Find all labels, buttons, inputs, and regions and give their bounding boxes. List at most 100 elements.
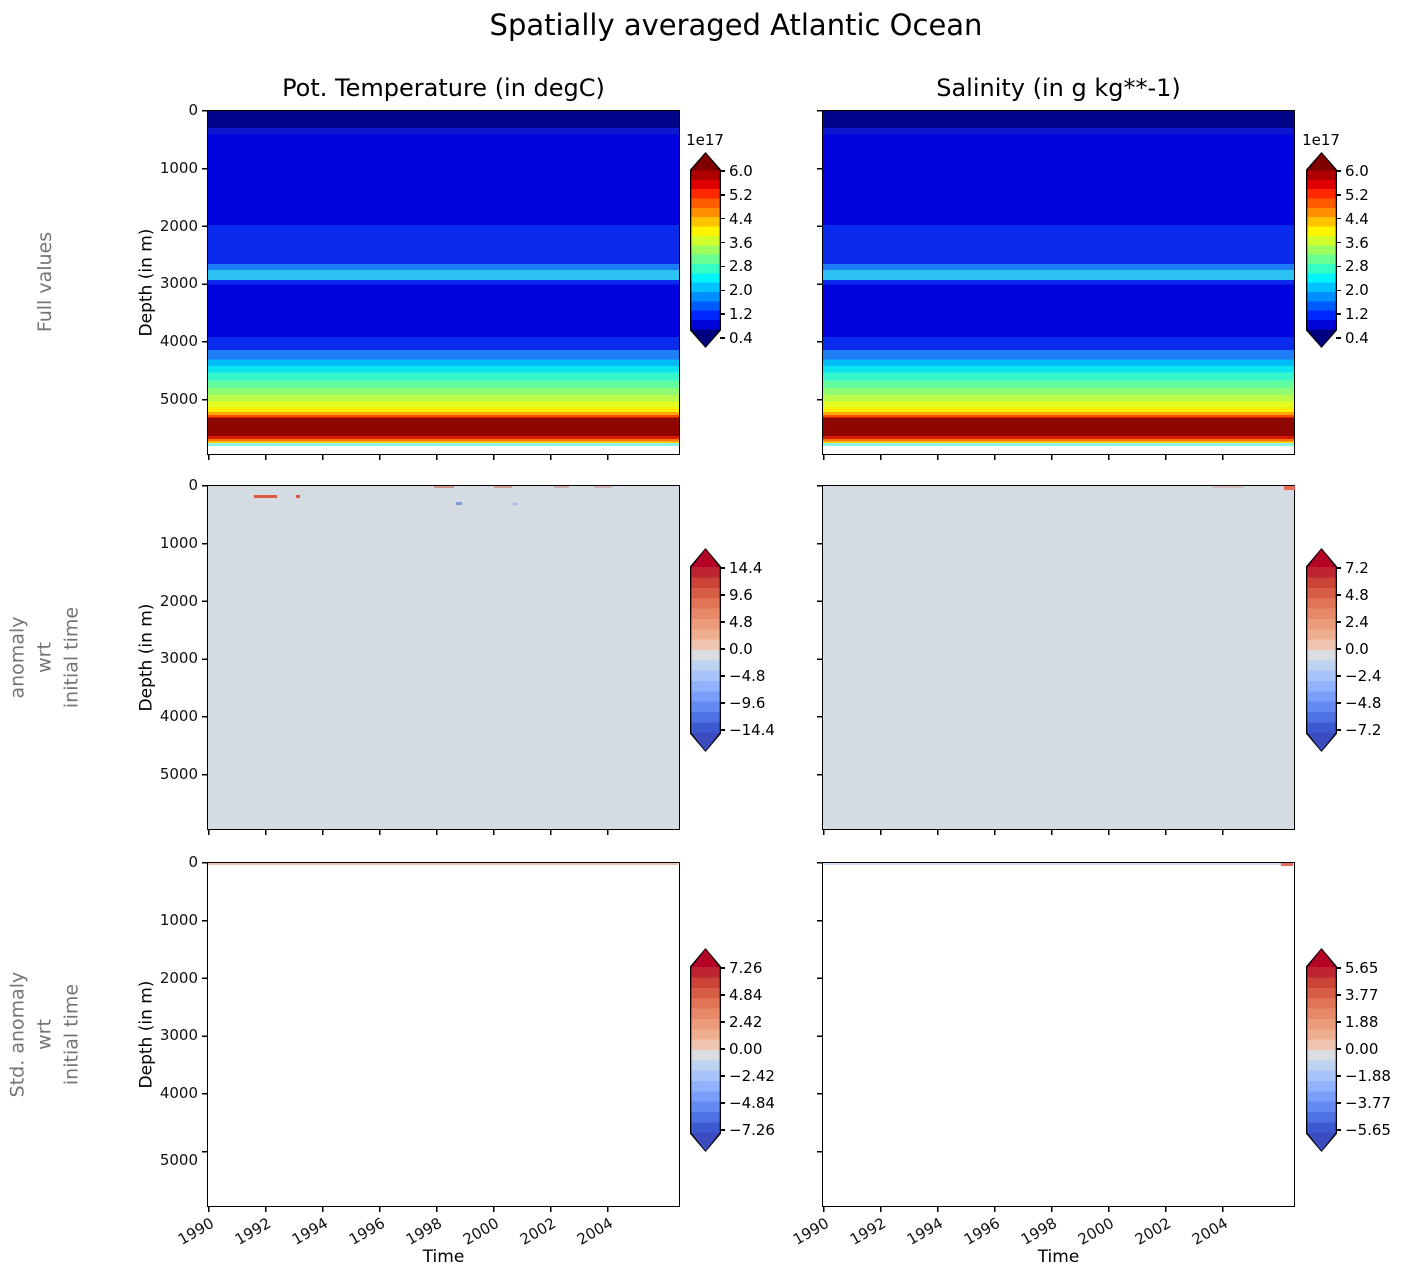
- colorbar-tick-mark: [720, 1021, 725, 1023]
- colorbar-tick: −2.4: [1336, 667, 1381, 685]
- colorbar-tick-mark: [1336, 265, 1341, 268]
- colorbar-tick: 4.8: [1336, 586, 1369, 604]
- colorbar-tick-label: 5.2: [729, 185, 753, 204]
- colorbar-tick-label: −1.88: [1345, 1067, 1391, 1085]
- colorbar-tick: 2.0: [720, 281, 753, 299]
- colorbar-tick-label: 2.0: [729, 281, 753, 300]
- colorbar-tick: 7.2: [1336, 559, 1369, 577]
- colorbar-tick-label: 7.26: [729, 959, 763, 977]
- colorbar-tick: 5.2: [720, 186, 753, 204]
- colorbar-tick-mark: [1336, 621, 1341, 623]
- x-tick-strip: [823, 1207, 1225, 1212]
- colorbar-temperature-std-anomaly: [690, 948, 721, 1152]
- colorbar-tick: 5.65: [1336, 959, 1378, 977]
- anomaly-mark-positive: [254, 495, 277, 498]
- colorbar-tick-mark: [720, 702, 725, 704]
- heatmap-temperature-full: [207, 110, 680, 455]
- colorbar-temperature-full: [690, 152, 721, 348]
- colorbar-tick-mark: [720, 967, 725, 969]
- colorbar-tick-label: 1.88: [1345, 1013, 1379, 1031]
- colorbar-tick: 5.2: [1336, 186, 1369, 204]
- colorbar-tick-mark: [720, 621, 725, 623]
- colorbar-tick-label: −2.42: [729, 1067, 775, 1085]
- colorbar-tick-label: 0.0: [1345, 640, 1369, 658]
- colorbar-tick-mark: [1336, 217, 1341, 220]
- colorbar-tick: 2.0: [1336, 281, 1369, 299]
- colorbar-tick: 1.2: [1336, 305, 1369, 323]
- colorbar-salinity-std-anomaly: [1306, 948, 1337, 1152]
- colorbar-tick-label: −7.2: [1345, 721, 1382, 739]
- row-label-line: initial time: [60, 606, 83, 709]
- colorbar-tick-mark: [720, 648, 725, 650]
- colorbar-tick-mark: [720, 1129, 725, 1131]
- std-anomaly-surface-line: [823, 863, 1293, 865]
- colorbar-tick: 2.4: [1336, 613, 1369, 631]
- colorbar-tick-mark: [1336, 967, 1341, 969]
- subplot-title-salinity: Salinity (in g kg**-1): [936, 74, 1181, 102]
- colorbar-tick-label: 2.8: [1345, 257, 1369, 276]
- colorbar-tick: −4.84: [720, 1094, 775, 1112]
- colorbar-tick-label: 0.0: [729, 640, 753, 658]
- colorbar-tick: 0.4: [720, 329, 753, 347]
- colorbar-tick-mark: [720, 675, 725, 677]
- colorbar-gradient-jet: [1307, 153, 1336, 347]
- colorbar-tick: 14.4: [720, 559, 762, 577]
- colorbar-tick: 1.2: [720, 305, 753, 323]
- y-tick-strip: [202, 110, 207, 402]
- main-title: Spatially averaged Atlantic Ocean: [489, 8, 983, 42]
- x-tick-strip: [823, 830, 1225, 835]
- colorbar-tick: 2.8: [720, 257, 753, 275]
- colorbar-salinity-full: [1306, 152, 1337, 348]
- colorbar-gradient-coolwarm: [691, 949, 720, 1151]
- heatmap-salinity-std-anomaly: [822, 862, 1295, 1207]
- heatmap-temperature-anomaly: [207, 485, 680, 830]
- colorbar-tick: −3.77: [1336, 1094, 1391, 1112]
- colorbar-tick-label: 3.77: [1345, 986, 1379, 1004]
- y-tick-label: 0: [188, 476, 198, 494]
- row-label-full-values: Full values: [32, 132, 58, 432]
- colorbar-tick-mark: [1336, 289, 1341, 292]
- anomaly-mark-positive: [594, 486, 612, 488]
- row-label-anomaly: anomaly wrt initial time: [5, 508, 86, 808]
- colorbar-tick-label: −4.8: [729, 667, 766, 685]
- heatmap-salinity-full: [822, 110, 1295, 455]
- row-label-line: wrt: [33, 642, 56, 673]
- colorbar-tick: 9.6: [720, 586, 753, 604]
- colorbar-tick-label: −3.77: [1345, 1094, 1391, 1112]
- row-label-line: initial time: [60, 983, 83, 1086]
- colorbar-tick-label: 1.2: [1345, 305, 1369, 324]
- colorbar-gradient-coolwarm: [691, 549, 720, 751]
- y-tick-label: 5000: [159, 390, 198, 408]
- colorbar-tick-label: 6.0: [729, 162, 753, 180]
- y-tick-label: 2000: [159, 591, 198, 610]
- colorbar-tick-label: 4.8: [729, 613, 753, 631]
- anomaly-mark-negative: [456, 502, 462, 505]
- colorbar-tick-label: 7.2: [1345, 559, 1369, 577]
- anomaly-mark-positive: [296, 495, 300, 498]
- colorbar-tick: 0.4: [1336, 329, 1369, 347]
- colorbar-tick-mark: [720, 194, 725, 196]
- row-label-std-anomaly: Std. anomaly wrt initial time: [5, 885, 86, 1185]
- colorbar-tick-label: 14.4: [729, 559, 763, 577]
- x-tick-strip: [823, 455, 1225, 460]
- colorbar-tick: 0.0: [720, 640, 753, 658]
- colorbar-tick-mark: [1336, 594, 1341, 596]
- colorbar-tick-label: −7.26: [729, 1121, 775, 1139]
- colorbar-temperature-anomaly: [690, 548, 721, 752]
- y-tick-label: 2000: [159, 216, 198, 235]
- colorbar-tick-mark: [720, 265, 725, 268]
- anomaly-mark-negative: [513, 503, 517, 505]
- heatmap-salinity-anomaly: [822, 485, 1295, 830]
- x-tick-strip: [208, 1207, 610, 1212]
- colorbar-tick-label: 2.42: [729, 1013, 763, 1031]
- colorbar-tick-label: 6.0: [1345, 162, 1369, 180]
- std-anomaly-surface-line: [208, 863, 678, 865]
- colorbar-tick-mark: [720, 994, 725, 996]
- colorbar-tick-label: 0.00: [729, 1040, 763, 1058]
- colorbar-tick: −2.42: [720, 1067, 775, 1085]
- row-label-line: wrt: [33, 1019, 56, 1050]
- colorbar-gradient-jet: [691, 153, 720, 347]
- y-tick-label: 0: [188, 853, 198, 871]
- colorbar-tick: 2.8: [1336, 257, 1369, 275]
- colorbar-tick-mark: [1336, 1129, 1341, 1131]
